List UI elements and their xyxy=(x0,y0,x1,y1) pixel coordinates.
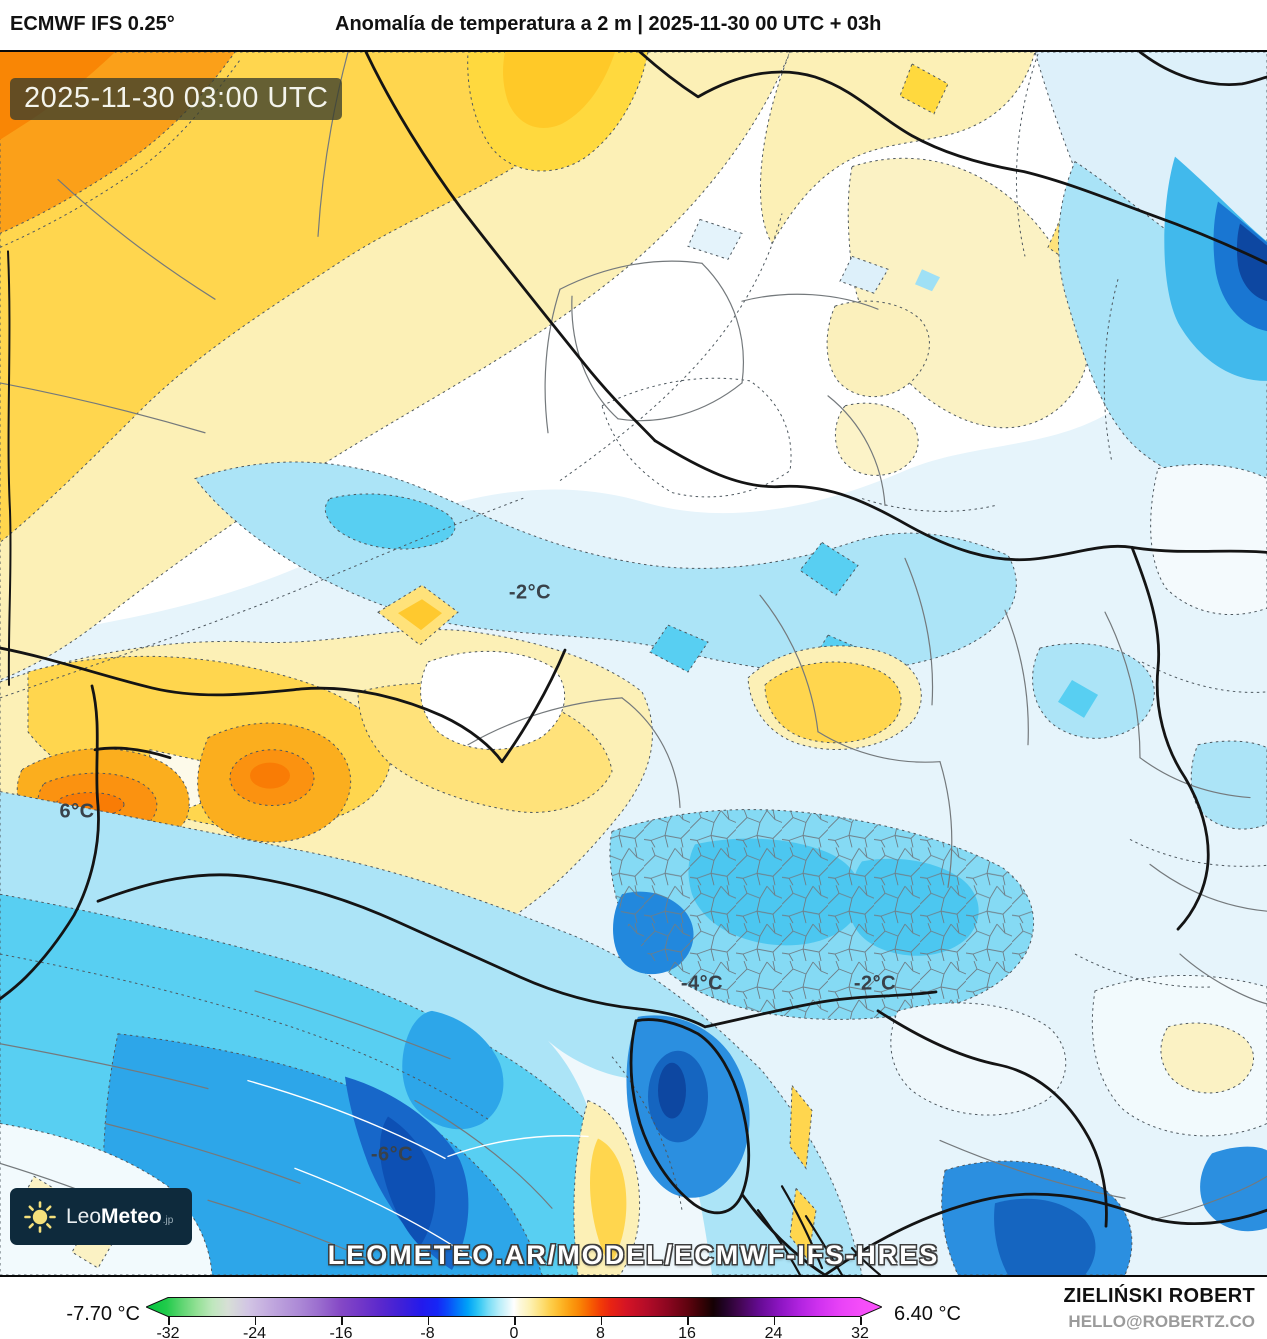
colorbar: -32 -24 -16 -8 0 8 16 24 32 xyxy=(144,1297,884,1339)
model-label: ECMWF IFS 0.25° xyxy=(10,13,175,35)
timestamp-badge: 2025-11-30 03:00 UTC xyxy=(10,78,343,121)
header: ECMWF IFS 0.25° Anomalía de temperatura … xyxy=(0,0,1267,50)
logo-text: LeoMeteo.jp xyxy=(66,1205,173,1229)
map-contour-label: -6°C xyxy=(370,1143,414,1166)
map-title: Anomalía de temperatura a 2 m | 2025-11-… xyxy=(335,13,882,35)
colorbar-tick-label: 24 xyxy=(764,1325,783,1339)
colorbar-tick xyxy=(514,1317,516,1325)
credits: ZIELIŃSKI ROBERT HELLO@ROBERTZ.CO xyxy=(1064,1285,1255,1332)
watermark: LEOMETEO.AR/MODEL/ECMWF-IFS-HRES xyxy=(327,1240,940,1270)
colorbar-tick xyxy=(254,1317,256,1325)
country-borders xyxy=(0,52,1267,1275)
colorbar-tick-label: 32 xyxy=(851,1325,869,1339)
colorbar-min-label: -7.70 °C xyxy=(66,1303,140,1325)
colorbar-tick xyxy=(687,1317,689,1325)
credit-name: ZIELIŃSKI ROBERT xyxy=(1063,1285,1255,1307)
logo-text-bold: Meteo xyxy=(101,1204,162,1228)
logo-text-suffix: .jp xyxy=(162,1214,174,1226)
colorbar-gradient-bar xyxy=(144,1297,884,1317)
colorbar-tick xyxy=(341,1317,343,1325)
map-contour-label: 6°C xyxy=(59,800,95,823)
sun-icon xyxy=(24,1200,56,1233)
colorbar-tick xyxy=(600,1317,602,1325)
logo-text-light: Leo xyxy=(66,1204,102,1228)
footer: -7.70 °C -32 -24 -16 -8 0 8 16 24 32 6.40 °C ZIE… xyxy=(0,1277,1267,1339)
colorbar-tick-label: 16 xyxy=(678,1325,696,1339)
colorbar-tick xyxy=(168,1317,170,1325)
colorbar-tick-label: -16 xyxy=(329,1325,353,1339)
credit-email: HELLO@ROBERTZ.CO xyxy=(1068,1312,1255,1331)
map-area: 2025-11-30 03:00 UTC -2°C 6°C -4°C -2°C -6°C… xyxy=(0,50,1267,1277)
colorbar-tick-label: -24 xyxy=(242,1325,267,1339)
colorbar-tick-label: 0 xyxy=(509,1325,519,1339)
colorbar-tick xyxy=(860,1317,862,1325)
anomaly-map-canvas xyxy=(0,52,1267,1275)
map-contour-label: -2°C xyxy=(853,972,897,995)
colorbar-tick-label: -32 xyxy=(156,1325,180,1339)
colorbar-max-label: 6.40 °C xyxy=(894,1303,961,1325)
colorbar-tick-label: 8 xyxy=(596,1325,605,1339)
leometeo-logo: LeoMeteo.jp xyxy=(10,1188,192,1245)
colorbar-tick xyxy=(427,1317,429,1325)
admin-borders xyxy=(0,52,1267,1264)
municipality-mesh xyxy=(609,809,1034,1020)
colorbar-tick xyxy=(773,1317,775,1325)
map-contour-label: -4°C xyxy=(680,972,724,995)
map-contour-label: -2°C xyxy=(508,581,552,604)
colorbar-tick-label: -8 xyxy=(420,1325,435,1339)
